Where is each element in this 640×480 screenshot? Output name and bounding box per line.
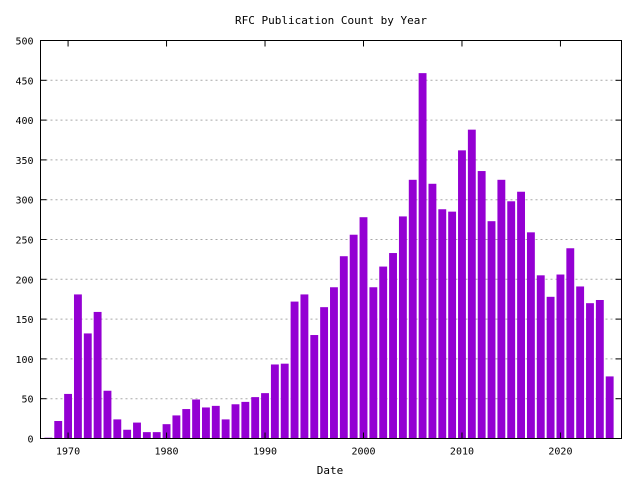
bar <box>428 183 437 439</box>
y-tick-label: 150 <box>15 315 33 326</box>
bar <box>389 253 397 439</box>
bar <box>467 129 476 439</box>
bar <box>83 333 92 439</box>
bar <box>497 179 506 439</box>
y-tick-label: 200 <box>15 275 33 286</box>
y-axis-ticks: 0 50 100 150 200 250 300 350 400 450 500 <box>15 37 622 446</box>
bar <box>556 274 565 439</box>
y-tick-label: 450 <box>15 76 33 87</box>
bar <box>349 234 358 439</box>
bar <box>359 217 368 439</box>
bar <box>300 294 309 439</box>
chart-title: RFC Publication Count by Year <box>235 14 427 27</box>
bar <box>605 376 614 439</box>
x-tick-label: 2010 <box>450 447 474 458</box>
bar <box>398 216 407 439</box>
bar <box>182 409 191 439</box>
x-axis-label: Date <box>317 464 344 477</box>
bar <box>231 404 240 439</box>
bar <box>507 201 516 439</box>
bar <box>103 390 112 439</box>
bar <box>408 179 417 439</box>
bar <box>152 432 161 439</box>
bar <box>113 419 122 439</box>
bar <box>142 432 151 439</box>
bar <box>270 364 279 439</box>
bar <box>576 286 585 439</box>
x-tick-label: 1980 <box>155 447 179 458</box>
bars <box>44 73 614 439</box>
x-tick-label: 2000 <box>351 447 375 458</box>
bar <box>73 294 82 439</box>
bar <box>369 287 378 439</box>
bar <box>339 256 348 439</box>
bar <box>54 420 63 439</box>
bar <box>192 399 201 439</box>
bar <box>438 209 447 439</box>
y-tick-label: 500 <box>15 37 33 48</box>
bar <box>290 301 299 439</box>
bar <box>64 393 73 439</box>
x-axis-ticks: 1970 1980 1990 2000 2010 2020 <box>56 40 572 458</box>
bar <box>448 211 457 439</box>
y-tick-label: 350 <box>15 156 33 167</box>
bar <box>418 73 427 439</box>
bar <box>241 401 250 439</box>
bar <box>526 232 535 439</box>
bar <box>93 311 102 439</box>
bar <box>379 266 388 439</box>
bar <box>586 303 594 439</box>
y-tick-label: 0 <box>27 435 33 446</box>
bar <box>320 307 329 439</box>
bar <box>162 424 171 439</box>
bar <box>221 419 230 439</box>
bar <box>458 150 466 439</box>
bar <box>517 191 525 439</box>
bar <box>280 363 289 439</box>
bar <box>566 248 575 439</box>
y-tick-label: 100 <box>15 355 33 366</box>
x-tick-label: 2020 <box>548 447 572 458</box>
bar <box>546 296 555 439</box>
bar <box>261 393 269 439</box>
bar <box>330 287 338 439</box>
x-tick-label: 1990 <box>253 447 277 458</box>
bar <box>477 171 486 439</box>
bar <box>123 429 132 439</box>
bar <box>595 299 604 439</box>
bar <box>201 407 210 439</box>
bar <box>536 275 545 439</box>
bar <box>211 405 220 439</box>
y-tick-label: 250 <box>15 236 33 247</box>
y-tick-label: 300 <box>15 196 33 207</box>
bar <box>487 221 496 439</box>
bar <box>251 397 260 439</box>
bar <box>310 335 319 439</box>
x-tick-label: 1970 <box>56 447 80 458</box>
bar <box>133 422 141 439</box>
plot-frame <box>40 40 622 439</box>
y-tick-label: 400 <box>15 116 33 127</box>
y-tick-label: 50 <box>21 395 33 406</box>
bar <box>172 415 181 439</box>
